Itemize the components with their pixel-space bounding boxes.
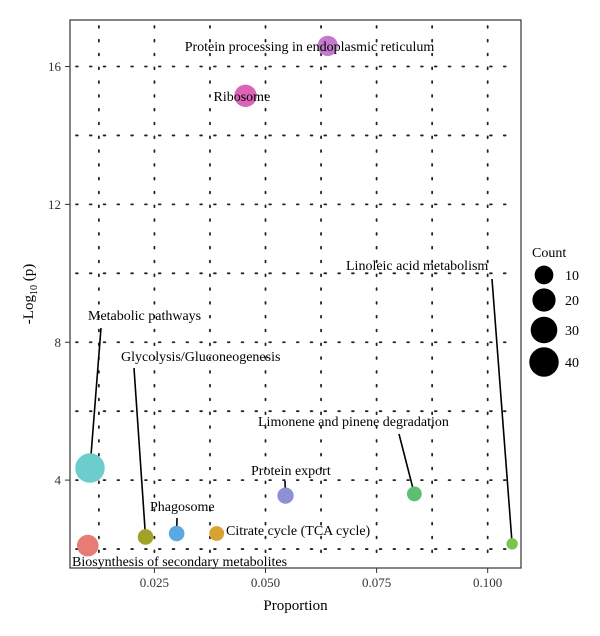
leader-line: [133, 367, 147, 538]
data-point: [75, 453, 105, 483]
legend-label: 20: [565, 294, 579, 309]
x-tick-label: 0.050: [251, 575, 280, 590]
legend-label: 10: [565, 269, 579, 284]
legend-title: Count: [532, 246, 566, 261]
legend-size-key: [529, 347, 559, 377]
plot-border: [69, 19, 522, 569]
legend-size-key: [530, 316, 558, 344]
data-point: [506, 538, 518, 550]
data-point: [234, 84, 257, 108]
point-label: Limonene and pinene degradation: [258, 415, 449, 430]
data-point: [406, 486, 422, 502]
y-tick-label: 12: [48, 197, 61, 212]
point-label: Biosynthesis of secondary metabolites: [72, 555, 287, 570]
data-point: [317, 35, 338, 56]
point-label: Phagosome: [150, 500, 215, 515]
legend: Count 10 20 30 40: [529, 246, 579, 377]
y-axis-title: -Log10 (p): [21, 264, 40, 324]
point-label: Metabolic pathways: [88, 309, 201, 324]
data-point: [76, 534, 99, 557]
point-label: Protein processing in endoplasmic reticu…: [185, 40, 435, 55]
data-point: [277, 487, 294, 504]
point-labels: Protein processing in endoplasmic reticu…: [72, 40, 488, 570]
point-label: Citrate cycle (TCA cycle): [226, 524, 371, 539]
label-leader-lines: [89, 278, 513, 544]
y-axis-title-prefix: -Log: [21, 295, 37, 325]
leader-line: [89, 327, 102, 469]
leader-line: [491, 278, 513, 544]
point-label: Glycolysis/Gluconeogenesis: [121, 350, 280, 365]
data-point: [137, 529, 154, 545]
y-tick-label: 8: [55, 335, 62, 350]
x-axis-title: Proportion: [263, 598, 328, 614]
y-tick-label: 16: [48, 59, 62, 74]
leader-line: [398, 433, 416, 495]
y-tick-label: 4: [55, 473, 62, 488]
y-axis-ticks: 4 8 12 16: [48, 59, 70, 488]
data-point: [168, 525, 185, 542]
point-label: Ribosome: [214, 90, 271, 105]
legend-label: 30: [565, 324, 579, 339]
legend-size-key: [534, 265, 554, 285]
legend-label: 40: [565, 356, 579, 371]
x-tick-label: 0.075: [362, 575, 391, 590]
point-label: Linoleic acid metabolism: [346, 259, 488, 274]
x-tick-label: 0.100: [473, 575, 502, 590]
x-axis-ticks: 0.025 0.050 0.075 0.100: [140, 568, 502, 590]
point-label: Protein export: [251, 464, 331, 479]
y-axis-title-suffix: (p): [21, 264, 37, 285]
grid: [75, 25, 518, 565]
data-points: [75, 35, 518, 557]
x-tick-label: 0.025: [140, 575, 169, 590]
data-point: [209, 526, 225, 541]
y-axis-title-subscript: 10: [29, 285, 40, 295]
legend-size-key: [532, 288, 556, 312]
